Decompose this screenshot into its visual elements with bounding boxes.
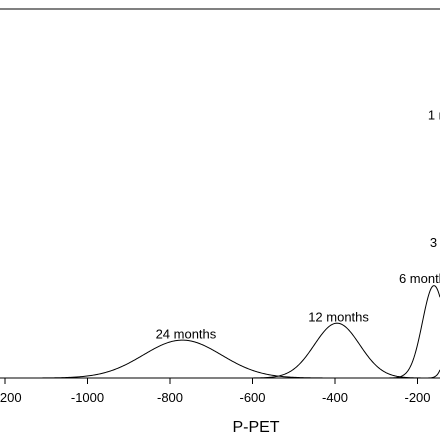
- x-axis-label: P-PET: [232, 419, 279, 436]
- x-ticks-layer: -1200 -1000 -800 -600 -400 -200: [0, 378, 431, 405]
- series-curve-1: [0, 322, 440, 379]
- curve-label: 3 months: [430, 235, 440, 250]
- annotations-layer: 24 months 12 months 6 months 3 months 1 mo: [156, 107, 440, 341]
- curve-label: 12 months: [308, 310, 369, 325]
- curves-layer: [0, 285, 440, 379]
- curve-label: 6 months: [399, 271, 440, 286]
- x-tick-label: -200: [404, 390, 430, 405]
- curve-label: 1 mo: [428, 107, 440, 122]
- x-tick-label: -800: [157, 390, 183, 405]
- curve-label: 24 months: [156, 327, 217, 342]
- x-tick-label: -600: [239, 390, 265, 405]
- series-curve-3: [0, 369, 440, 379]
- x-tick-label: -1000: [71, 390, 104, 405]
- x-tick-label: -1200: [0, 390, 22, 405]
- x-tick-label: -400: [322, 390, 348, 405]
- series-curve-0: [0, 339, 440, 379]
